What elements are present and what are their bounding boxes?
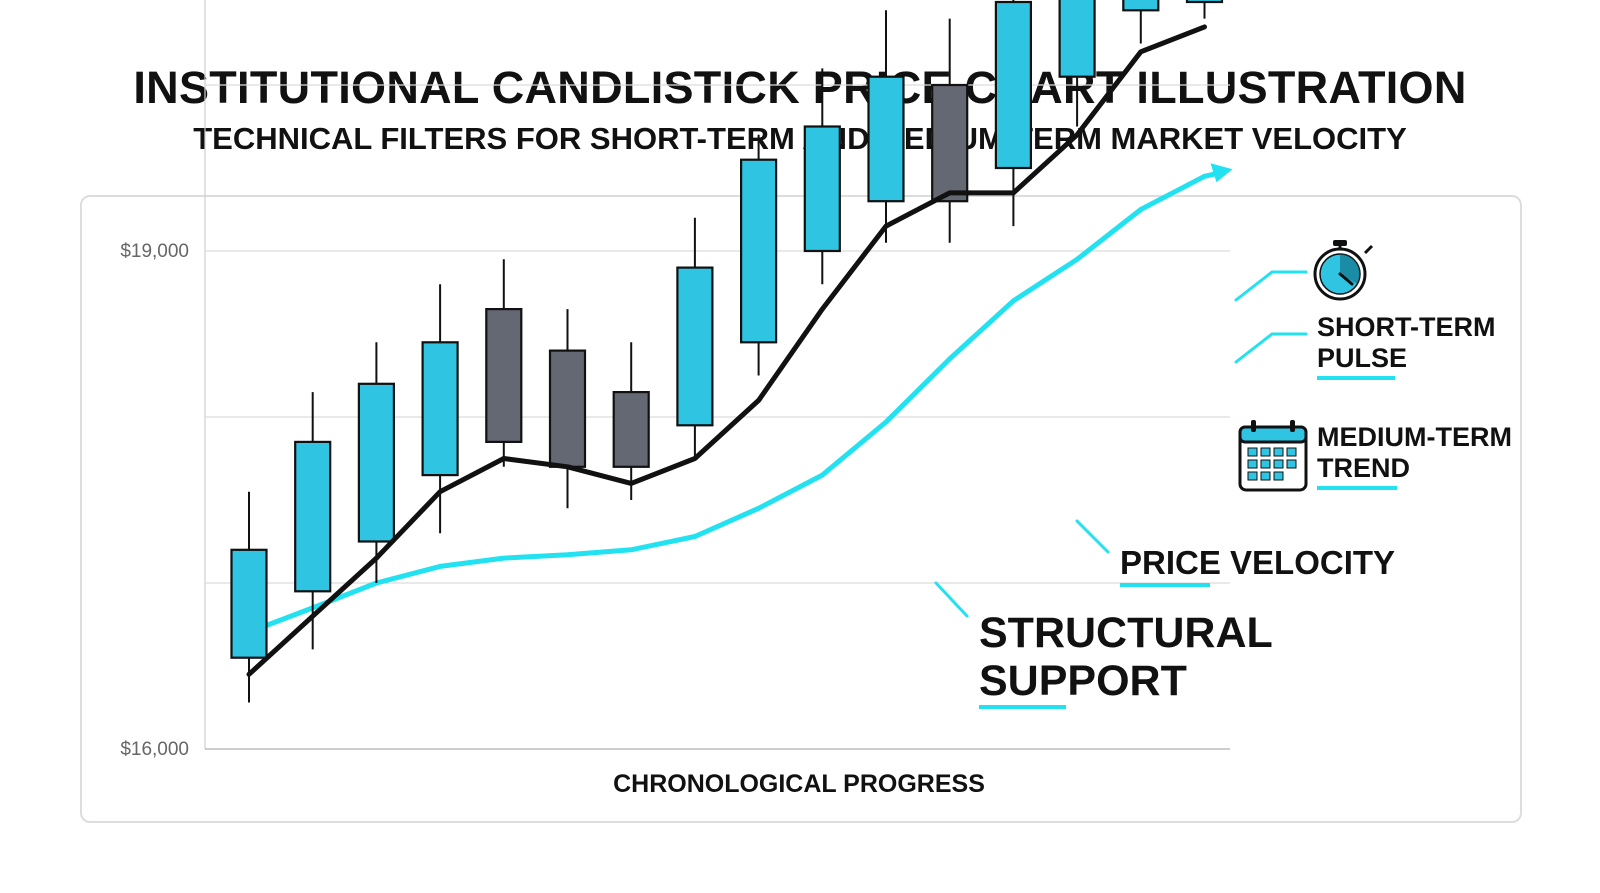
candle-body: [867, 75, 905, 203]
stopwatch-hand: [1338, 272, 1354, 286]
calendar-cell: [1273, 459, 1284, 469]
candle-body: [612, 391, 650, 468]
candle-body: [357, 382, 395, 543]
calendar-cell: [1247, 471, 1258, 481]
calendar-cell: [1247, 459, 1258, 469]
candle-body: [548, 349, 587, 468]
short-term-pulse-line: [246, 24, 1207, 677]
calendar-cell: [1273, 471, 1284, 481]
calendar-cell: [1273, 447, 1284, 457]
series-layer: [244, 163, 1233, 636]
x-axis-label: CHRONOLOGICAL PROGRESS: [613, 770, 985, 798]
candle-body: [1122, 0, 1160, 12]
calendar-header: [1238, 425, 1308, 444]
candle-body: [994, 0, 1033, 170]
candle-body: [931, 83, 969, 203]
calendar-cell: [1260, 447, 1271, 457]
calendar-icon: [1238, 420, 1308, 492]
stopwatch-button: [1363, 244, 1374, 255]
stopwatch-icon: [1313, 240, 1374, 301]
short-term-pulse-label-line: SHORT-TERM: [1317, 312, 1496, 342]
calendar-cell: [1260, 471, 1271, 481]
calendar-cell: [1247, 447, 1258, 457]
short-term-leader-top: [1234, 270, 1308, 302]
candle-body: [230, 548, 268, 659]
calendar-ring-right: [1290, 420, 1295, 432]
price-velocity-leader: [1075, 519, 1110, 554]
candle-body: [803, 125, 841, 253]
candles-layer: [230, 0, 1224, 703]
y-tick-label: $19,000: [120, 241, 189, 262]
structural-support-label-line: STRUCTURAL: [979, 609, 1273, 657]
stopwatch-crown: [1333, 240, 1347, 246]
calendar-cell: [1286, 459, 1297, 469]
calendar-ring-left: [1251, 420, 1256, 432]
medium-term-arrow-shaft: [1202, 169, 1225, 179]
structural-support-label-line: SUPPORT: [979, 657, 1187, 705]
candle-body: [485, 308, 523, 444]
y-tick-label: $16,000: [120, 739, 189, 760]
candle-body: [739, 158, 778, 344]
chart-title: INSTITUTIONAL CANDLISTICK PRICE CHART IL…: [133, 62, 1467, 113]
calendar-cell: [1286, 447, 1297, 457]
price-velocity-label-line: PRICE VELOCITY: [1120, 544, 1395, 581]
medium-term-trend-line: [244, 173, 1207, 636]
candle-body: [294, 440, 332, 593]
candle-body: [1058, 0, 1096, 78]
candle-body: [421, 341, 459, 477]
short-term-leader-bottom: [1234, 332, 1308, 364]
candle-body: [676, 266, 714, 427]
medium-term-trend-label-line: MEDIUM-TERM: [1317, 422, 1512, 452]
medium-term-trend-label-line: TREND: [1317, 453, 1410, 483]
short-term-pulse-label-line: PULSE: [1317, 343, 1407, 373]
structural-support-leader: [934, 581, 969, 618]
candle-body: [1185, 0, 1224, 4]
chart-subtitle: TECHNICAL FILTERS FOR SHORT-TERM AND MED…: [193, 121, 1407, 156]
calendar-cell: [1260, 459, 1271, 469]
